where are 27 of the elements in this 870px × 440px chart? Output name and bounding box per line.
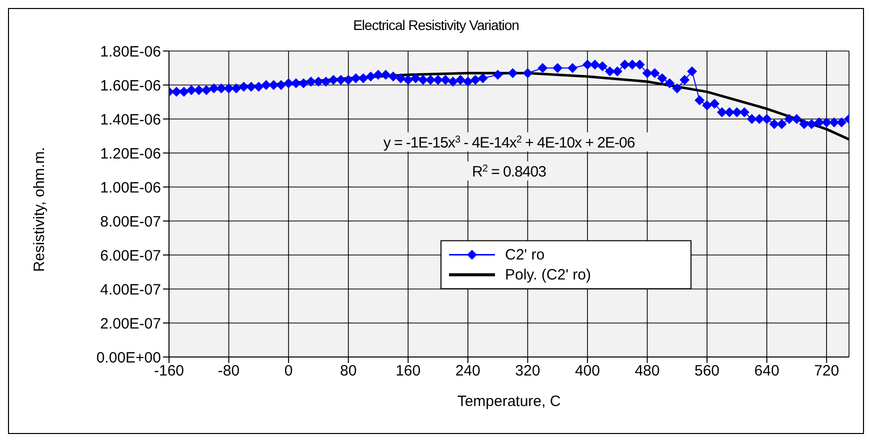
x-tick-label: 640 xyxy=(754,362,780,380)
y-tick-label: 2.00E-07 xyxy=(100,315,161,332)
y-axis-title: Resistivity, ohm.m. xyxy=(30,146,48,272)
y-tick-label: 8.00E-07 xyxy=(100,213,161,230)
x-tick-label: 400 xyxy=(574,362,600,380)
y-tick-label: 1.40E-06 xyxy=(100,111,161,128)
annotation: R$^{2}$ = 0.8403 xyxy=(472,162,546,180)
legend-label: C2' ro xyxy=(505,246,545,264)
x-tick-label: 80 xyxy=(340,362,357,380)
y-tick-label: 1.60E-06 xyxy=(100,77,161,94)
x-tick-label: 480 xyxy=(634,362,660,380)
chart-title: Electrical Resistivity Variation xyxy=(352,17,520,33)
x-tick-label: -80 xyxy=(218,362,240,380)
legend-label: Poly. (C2' ro) xyxy=(505,266,591,284)
x-tick-label: 320 xyxy=(515,362,540,380)
x-axis-title: Temperature, C xyxy=(456,393,562,410)
y-tick-label: 1.00E-06 xyxy=(100,179,161,196)
x-tick-label: 560 xyxy=(694,362,720,380)
y-tick-label: 6.00E-07 xyxy=(100,247,161,264)
x-tick-label: 720 xyxy=(814,362,840,380)
y-tick-label: 1.80E-06 xyxy=(100,43,161,60)
y-tick-label: 4.00E-07 xyxy=(100,281,161,298)
y-tick-label: 1.20E-06 xyxy=(100,145,161,162)
x-tick-label: 240 xyxy=(455,362,480,380)
x-tick-label: 160 xyxy=(396,362,421,380)
annotation: y = -1E-15x$^{3}$ - 4E-14x$^{2}$ + 4E-10x + 2E-06 xyxy=(383,134,635,152)
x-tick-label: 0 xyxy=(284,362,293,380)
